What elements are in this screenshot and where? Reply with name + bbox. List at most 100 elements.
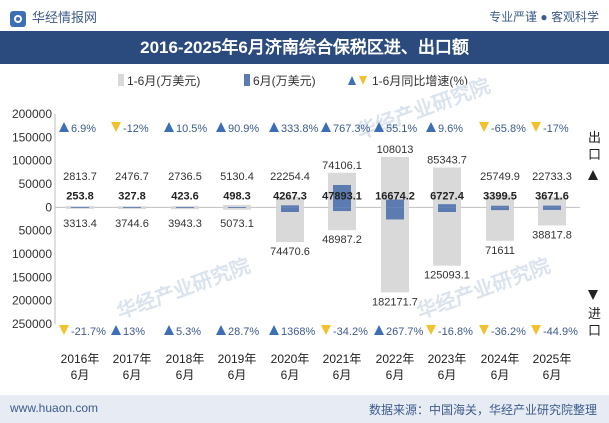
data-source: 数据来源：中国海关，华经产业研究院整理 [368, 403, 597, 417]
x-tick-label-year: 2020年 [271, 352, 310, 366]
growth-up-icon [374, 325, 384, 335]
export-month-bar [281, 205, 299, 208]
import-month-bar [491, 207, 509, 211]
export-month-label: 16674.2 [375, 190, 415, 202]
brand: 华经情报网 [10, 7, 97, 27]
import-cum-label: 48987.2 [322, 234, 362, 246]
export-month-label: 47893.1 [322, 190, 362, 202]
export-growth-label: 90.9% [228, 123, 259, 135]
y-tick-label: 150000 [12, 130, 52, 144]
import-month-bar [543, 207, 561, 210]
import-growth-label: 1368% [281, 326, 315, 338]
brand-logo-icon [10, 10, 26, 27]
x-tick-label-month: 6月 [543, 368, 562, 382]
import-cum-bar [486, 207, 514, 241]
data-labels: 2813.7 253.8 3313.4 2476.7 327.8 3744.6 2736.5… [63, 144, 572, 308]
export-month-bar [333, 184, 351, 208]
legend-month-swatch [244, 74, 250, 86]
legend-growth-up-icon [348, 76, 356, 85]
export-growth-label: -12% [123, 123, 149, 135]
export-growth-label: -17% [543, 123, 569, 135]
import-cum-label: 71611 [485, 245, 515, 257]
legend-cum-swatch [118, 74, 124, 86]
import-month-bar [281, 207, 299, 212]
import-cum-bar [118, 207, 146, 210]
x-tick-label-year: 2021年 [323, 352, 362, 366]
export-cum-label: 2476.7 [115, 171, 149, 183]
x-tick-label-month: 6月 [281, 368, 300, 382]
export-month-label: 3671.6 [535, 190, 569, 202]
bars [66, 156, 566, 293]
export-month-label: 6727.4 [430, 190, 465, 202]
import-cum-bar [276, 207, 304, 243]
y-axis: 200000 150000 100000 50000 0 50000 100000 15000… [12, 107, 580, 331]
x-tick-label-year: 2017年 [113, 352, 152, 366]
slogan: 专业严谨 ● 客观科学 [489, 10, 599, 24]
growth-up-icon [374, 122, 384, 132]
import-growth-label: -34.2% [333, 326, 368, 338]
growth-down-icon [479, 325, 489, 335]
growth-down-icon [321, 325, 331, 335]
growth-up-icon [216, 122, 226, 132]
import-cum-label: 3744.6 [115, 218, 149, 230]
growth-down-icon [111, 122, 121, 132]
growth-down-icon [59, 325, 69, 335]
export-cum-label: 85343.7 [427, 155, 467, 167]
export-month-label: 3399.5 [483, 190, 517, 202]
import-cum-label: 5073.1 [220, 218, 254, 230]
y-tick-label: 50000 [19, 177, 53, 191]
import-cum-label: 74470.6 [270, 246, 310, 258]
export-month-label: 498.3 [223, 190, 251, 202]
import-growth-label: -21.7% [71, 326, 106, 338]
import-cum-label: 3943.3 [168, 218, 202, 230]
export-month-label: 253.8 [66, 190, 94, 202]
import-cum-label: 3313.4 [63, 218, 97, 230]
legend-month-label: 6月(万美元) [253, 74, 316, 88]
export-growth-label: 10.5% [176, 123, 207, 135]
export-cum-bar [433, 167, 461, 208]
footer-bar: www.huaon.com 数据来源：中国海关，华经产业研究院整理 [0, 395, 609, 423]
y-tick-label: 100000 [12, 154, 52, 168]
x-tick-label-month: 6月 [438, 368, 457, 382]
import-month-bar [176, 207, 194, 208]
export-cum-bar [66, 206, 94, 208]
import-cum-label: 125093.1 [424, 270, 470, 282]
growth-rows: 6.9% -21.7% -12% 13% 10.5% 5.3% 90.9% 28.7% 333.… [59, 122, 578, 338]
export-cum-label: 25749.9 [480, 171, 520, 183]
export-growth-label: -65.8% [491, 123, 526, 135]
import-cum-bar [171, 207, 199, 210]
growth-up-icon [321, 122, 331, 132]
export-growth-label: 333.8% [281, 123, 319, 135]
import-growth-label: -36.2% [491, 326, 526, 338]
growth-up-icon [426, 122, 436, 132]
export-cum-label: 2813.7 [63, 171, 97, 183]
export-cum-label: 22733.3 [532, 171, 572, 183]
export-cum-bar [118, 206, 146, 208]
import-month-bar [386, 207, 404, 220]
side-label-import-char-2: 口 [588, 323, 601, 338]
export-month-bar [438, 204, 456, 208]
growth-down-icon [426, 325, 436, 335]
y-tick-label: 200000 [12, 294, 52, 308]
export-growth-label: 9.6% [438, 123, 463, 135]
export-cum-label: 74106.1 [322, 160, 362, 172]
x-tick-label-month: 6月 [333, 368, 352, 382]
export-growth-label: 55.1% [386, 123, 417, 135]
growth-up-icon [59, 122, 69, 132]
import-month-bar [123, 207, 141, 208]
side-label-import-char-1: 进 [588, 306, 601, 321]
export-cum-label: 2736.5 [168, 171, 202, 183]
export-month-bar [543, 205, 561, 208]
export-month-label: 423.6 [171, 190, 199, 202]
export-growth-label: 767.3% [333, 123, 371, 135]
brand-name: 华经情报网 [32, 10, 98, 25]
import-growth-label: 28.7% [228, 326, 259, 338]
x-axis-categories: 2016年 6月 2017年 6月 2018年 6月 2019年 6月 2020年 6月 2021年… [61, 352, 572, 382]
x-tick-label-year: 2025年 [533, 352, 572, 366]
import-cum-label: 182171.7 [372, 296, 418, 308]
import-month-bar [333, 207, 351, 212]
y-tick-label: 100000 [12, 247, 52, 261]
import-cum-bar [223, 207, 251, 210]
import-month-bar [438, 207, 456, 212]
side-label-export: 出 口 [588, 130, 601, 180]
